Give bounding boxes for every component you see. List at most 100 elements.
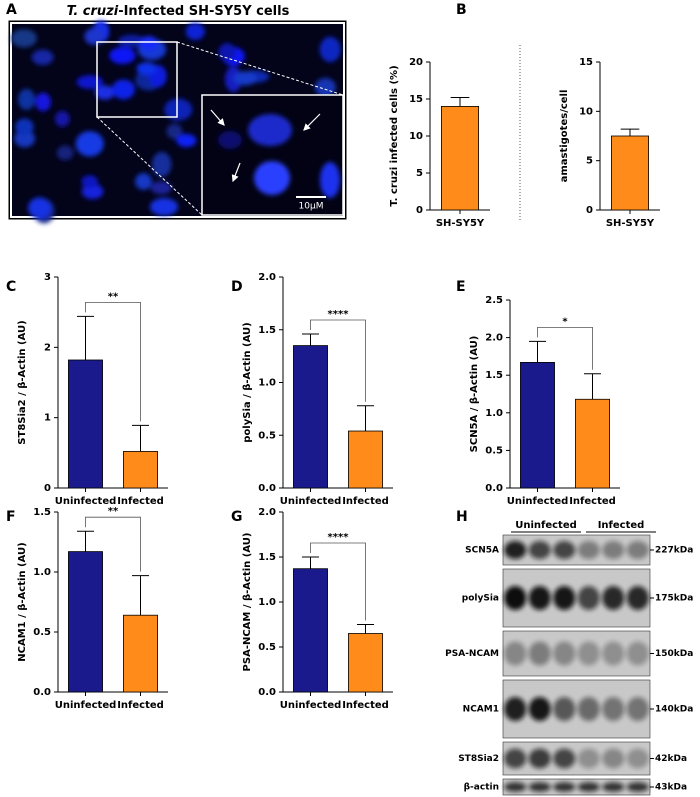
y-tick-label: 0.0 — [258, 483, 276, 494]
significance-label: * — [562, 316, 568, 327]
panel-letter: D — [231, 279, 243, 295]
x-tick-label: Uninfected — [55, 496, 117, 507]
band — [626, 541, 649, 559]
y-tick-label: 1.5 — [485, 370, 503, 381]
nucleus — [109, 47, 136, 65]
band — [504, 586, 527, 610]
y-tick-label: 1.5 — [258, 552, 276, 563]
blot-membrane — [502, 741, 651, 776]
y-tick-label: 10 — [409, 131, 423, 142]
band — [577, 748, 600, 769]
y-tick-label: 1.0 — [485, 408, 503, 419]
y-tick-label: 1.5 — [33, 507, 51, 518]
x-tick-label: Infected — [117, 496, 164, 507]
panel-letter: B — [456, 2, 467, 18]
y-tick-label: 3 — [44, 272, 51, 283]
y-tick-label: 1.0 — [258, 597, 276, 608]
size-label: 140kDa — [655, 705, 693, 715]
nucleus — [224, 66, 242, 93]
nucleus — [150, 181, 172, 195]
significance-bracket — [310, 542, 366, 621]
band — [528, 697, 551, 721]
significance-bracket — [85, 516, 141, 572]
zoom-line — [176, 41, 344, 96]
scale-bar-label: 10μM — [299, 202, 324, 212]
nucleus — [35, 92, 51, 112]
y-tick-label: 0.0 — [33, 687, 51, 698]
y-tick-label: 2 — [44, 342, 51, 353]
panel-letter: F — [6, 509, 16, 525]
band — [626, 641, 649, 666]
nucleus — [28, 197, 51, 219]
band — [577, 782, 600, 792]
row-label: NCAM1 — [463, 705, 499, 715]
error-bar — [450, 97, 470, 107]
band — [577, 586, 600, 610]
error-bar — [301, 556, 320, 569]
panel-letter: G — [231, 509, 243, 525]
band — [553, 586, 576, 610]
x-tick-label: SH-SY5Y — [436, 218, 485, 229]
band — [602, 697, 625, 721]
bar — [348, 430, 383, 489]
inset-nuclei — [218, 114, 340, 198]
x-tick-label: SH-SY5Y — [606, 218, 655, 229]
y-tick-label: 15 — [579, 57, 593, 68]
band — [626, 782, 649, 792]
significance-label: **** — [328, 532, 350, 543]
bar — [68, 551, 103, 693]
significance-bracket — [85, 301, 141, 422]
bar — [293, 568, 328, 693]
group-label: Infected — [598, 520, 645, 531]
band — [528, 586, 551, 610]
band — [504, 541, 527, 559]
error-bar — [583, 373, 602, 400]
bar — [520, 362, 555, 489]
x-tick-label: Uninfected — [280, 496, 342, 507]
error-bar — [131, 575, 150, 616]
nucleus — [152, 151, 172, 177]
nucleus — [17, 88, 35, 110]
band — [602, 541, 625, 559]
band — [577, 541, 600, 559]
row-label: polySia — [462, 594, 499, 604]
band — [553, 748, 576, 769]
y-tick-label: 0 — [416, 205, 423, 216]
nucleus — [149, 197, 179, 216]
x-tick-label: Uninfected — [55, 700, 117, 711]
y-tick-label: 1.0 — [258, 378, 276, 389]
blot-membrane — [502, 568, 651, 628]
bar — [293, 345, 328, 489]
arrow — [210, 109, 225, 126]
row-label: β-actin — [464, 783, 499, 793]
y-axis-label: T. cruzi infected cells (%) — [389, 65, 400, 206]
bar — [440, 106, 479, 211]
nucleus — [319, 36, 341, 63]
zoom-line — [96, 116, 203, 216]
error-bar — [76, 315, 95, 360]
band — [626, 586, 649, 610]
bar — [575, 398, 610, 489]
band — [528, 641, 551, 666]
y-tick-label: 0.0 — [485, 483, 503, 494]
size-label: 43kDa — [655, 783, 687, 793]
panel-letter: A — [6, 2, 17, 18]
error-bar — [131, 424, 150, 452]
title-italic: T. cruzi — [67, 4, 119, 19]
error-bar — [528, 340, 547, 363]
y-axis-label: polySia / β-Actin (AU) — [242, 322, 253, 442]
y-tick-label: 2.0 — [485, 333, 503, 344]
bar — [123, 614, 158, 693]
significance-bracket — [310, 319, 366, 402]
y-axis-label: PSA-NCAM / β-Actin (AU) — [242, 533, 253, 672]
bar — [611, 135, 650, 211]
x-tick-label: Infected — [117, 700, 164, 711]
x-tick-label: Infected — [342, 496, 389, 507]
nucleus — [54, 110, 70, 127]
y-tick-label: 2.0 — [258, 272, 276, 283]
nucleus — [31, 49, 54, 66]
y-tick-label: 0.0 — [258, 687, 276, 698]
title-rest: -Infected SH-SY5Y cells — [118, 4, 289, 19]
y-axis-label: SCN5A / β-Actin (AU) — [469, 336, 480, 453]
error-bar — [356, 405, 375, 432]
